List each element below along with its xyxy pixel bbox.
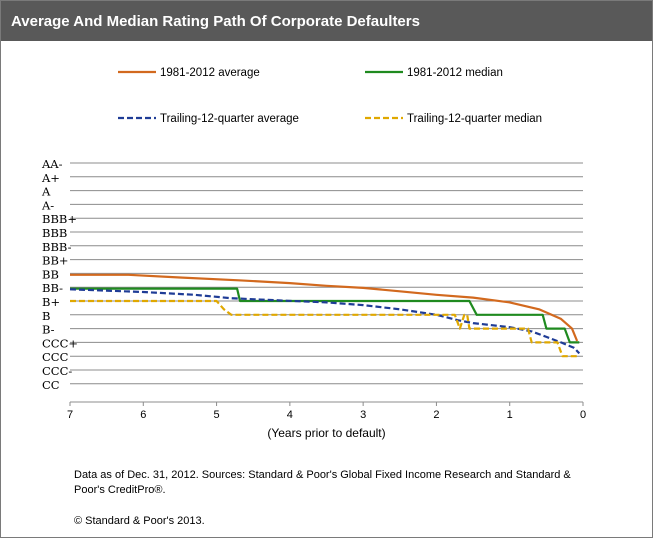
y-tick-label: A <box>41 185 51 199</box>
y-tick-label: A+ <box>41 171 60 185</box>
x-tick-label: 2 <box>433 409 439 421</box>
copyright-note: © Standard & Poor's 2013. <box>74 515 205 527</box>
y-tick-label: BB+ <box>42 254 69 268</box>
y-tick-label: CC <box>42 378 60 392</box>
y-tick-label: BB- <box>42 281 63 295</box>
y-tick-label: B <box>42 309 50 323</box>
legend-label: 1981-2012 average <box>160 67 260 79</box>
x-tick-label: 0 <box>580 409 586 421</box>
y-tick-label: AA- <box>41 157 63 171</box>
chart-title: Average And Median Rating Path Of Corpor… <box>11 13 420 30</box>
y-tick-label: BBB <box>42 226 67 240</box>
x-tick-label: 3 <box>360 409 366 421</box>
x-tick-label: 1 <box>507 409 513 421</box>
series-line <box>70 287 580 344</box>
y-tick-label: B- <box>42 323 55 337</box>
y-tick-label: CCC- <box>42 364 72 378</box>
y-tick-label: BBB+ <box>42 212 77 226</box>
source-note: Data as of Dec. 31, 2012. Sources: Stand… <box>74 469 571 496</box>
y-tick-label: CCC+ <box>42 336 78 350</box>
y-tick-label: A- <box>41 198 54 212</box>
x-tick-label: 4 <box>287 409 293 421</box>
legend-label: 1981-2012 median <box>407 67 503 79</box>
series-line <box>69 288 581 355</box>
legend-label: Trailing-12-quarter average <box>160 113 299 125</box>
y-tick-label: B+ <box>42 295 60 309</box>
series-line <box>70 299 580 358</box>
x-tick-label: 7 <box>67 409 73 421</box>
y-tick-label: BBB- <box>42 240 72 254</box>
y-tick-label: BB <box>42 267 59 281</box>
x-axis-label: (Years prior to default) <box>267 426 385 440</box>
x-tick-label: 6 <box>140 409 146 421</box>
legend-label: Trailing-12-quarter median <box>407 113 542 125</box>
y-tick-label: CCC <box>42 350 69 364</box>
x-tick-label: 5 <box>214 409 220 421</box>
title-bar: Average And Median Rating Path Of Corpor… <box>1 1 652 41</box>
series-line <box>70 273 579 342</box>
